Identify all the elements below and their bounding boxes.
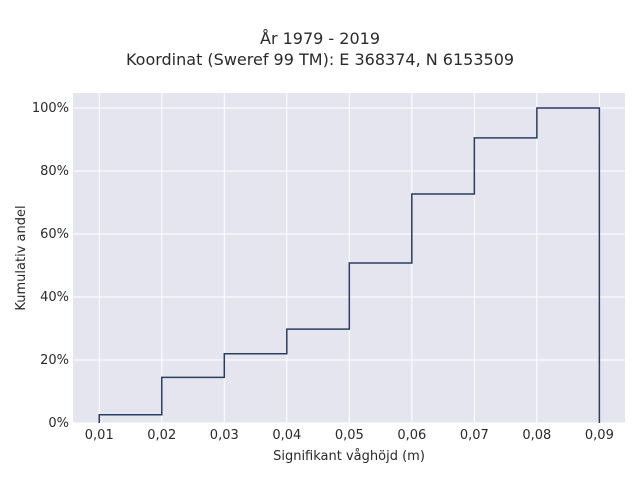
x-tick-label: 0,05 bbox=[335, 428, 364, 443]
x-tick-label: 0,08 bbox=[522, 428, 551, 443]
y-tick-label: 60% bbox=[40, 227, 69, 242]
x-tick-label: 0,07 bbox=[460, 428, 489, 443]
cumulative-step-line bbox=[98, 107, 601, 423]
x-tick-label: 0,03 bbox=[210, 428, 239, 443]
y-tick-label: 40% bbox=[40, 290, 69, 305]
y-tick-label: 100% bbox=[32, 101, 69, 116]
y-tick-label: 0% bbox=[48, 416, 69, 431]
x-tick-label: 0,04 bbox=[272, 428, 301, 443]
chart-title-line1: År 1979 - 2019 bbox=[260, 29, 380, 48]
y-tick-label: 80% bbox=[40, 164, 69, 179]
x-tick-label: 0,09 bbox=[585, 428, 614, 443]
x-tick-label: 0,06 bbox=[397, 428, 426, 443]
y-axis-label: Kumulativ andel bbox=[14, 205, 29, 310]
x-axis-ticks: 0,01 0,02 0,03 0,04 0,05 0,06 0,07 0,08 0,09 bbox=[85, 428, 614, 443]
y-tick-label: 20% bbox=[40, 353, 69, 368]
x-tick-label: 0,02 bbox=[147, 428, 176, 443]
y-axis-ticks: 0% 20% 40% 60% 80% 100% bbox=[32, 101, 69, 431]
x-axis-label: Signifikant våghöjd (m) bbox=[273, 449, 425, 464]
chart-title-line2: Koordinat (Sweref 99 TM): E 368374, N 61… bbox=[125, 50, 515, 69]
x-tick-label: 0,01 bbox=[85, 428, 114, 443]
